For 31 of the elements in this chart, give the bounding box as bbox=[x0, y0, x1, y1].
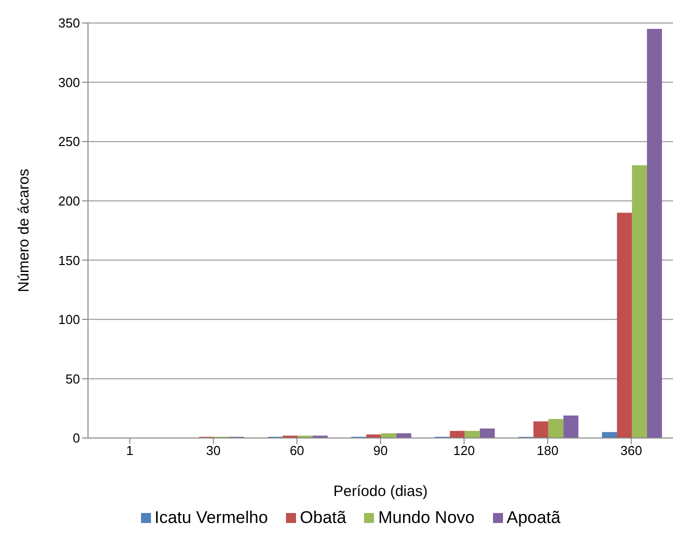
y-tick-label: 200 bbox=[58, 193, 80, 208]
y-tick-label: 100 bbox=[58, 312, 80, 328]
bar bbox=[548, 419, 564, 438]
bar bbox=[602, 432, 617, 438]
bar bbox=[450, 430, 465, 438]
x-tick-label: 30 bbox=[206, 443, 221, 458]
legend-label: Obatã bbox=[298, 508, 346, 528]
x-tick-label: 360 bbox=[620, 443, 642, 458]
y-tick-label: 350 bbox=[58, 16, 80, 31]
y-tick-label: 0 bbox=[72, 430, 80, 446]
x-axis-title: Período (dias) bbox=[333, 483, 428, 500]
y-tick-label: 50 bbox=[66, 371, 80, 386]
x-tick-label: 90 bbox=[373, 443, 388, 458]
legend-label: Mundo Novo bbox=[377, 508, 475, 528]
x-tick-label: 60 bbox=[290, 443, 304, 458]
y-tick-label: 150 bbox=[58, 252, 80, 268]
bar bbox=[616, 212, 632, 438]
y-tick-label: 250 bbox=[58, 134, 80, 150]
legend-label: Icatu Vermelho bbox=[154, 508, 268, 528]
x-tick-label: 120 bbox=[453, 443, 475, 458]
y-axis-title: Número de ácaros bbox=[15, 168, 32, 292]
bar bbox=[480, 428, 495, 438]
x-tick-label: 180 bbox=[536, 443, 558, 458]
y-tick-label: 300 bbox=[58, 74, 80, 90]
bar bbox=[563, 415, 578, 438]
bar bbox=[632, 165, 647, 438]
x-tick-label: 1 bbox=[126, 443, 134, 458]
bar bbox=[533, 421, 548, 438]
bar bbox=[646, 28, 662, 438]
bar bbox=[464, 430, 480, 438]
legend-label: Apoatã bbox=[506, 508, 560, 528]
